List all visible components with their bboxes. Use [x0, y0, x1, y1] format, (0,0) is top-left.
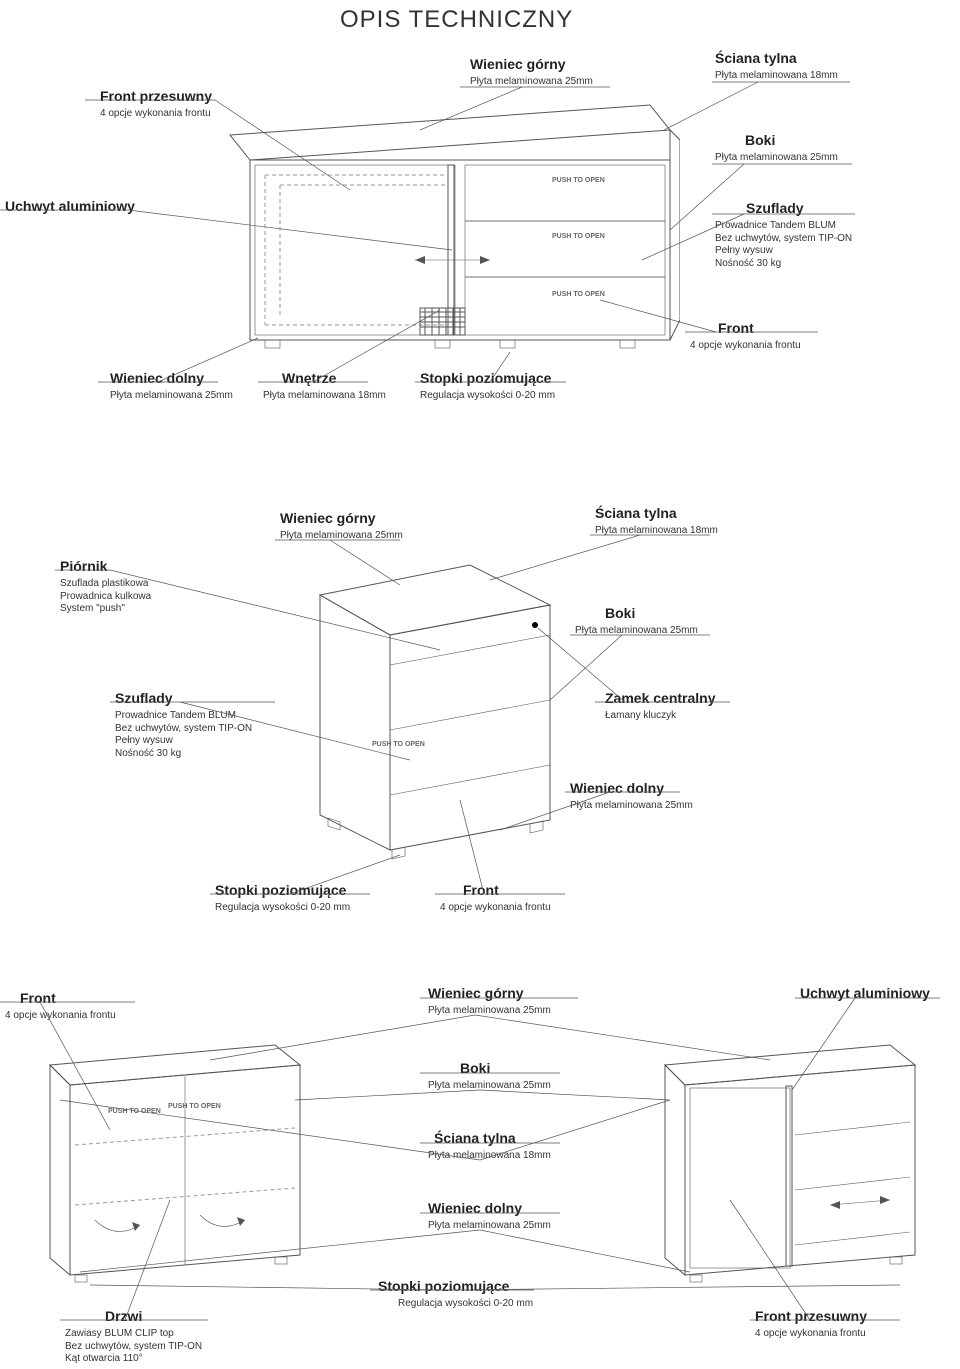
sub-wieniec-gorny-2: Płyta melaminowana 25mm: [280, 530, 403, 543]
push-open-text: PUSH TO OPEN: [108, 1109, 161, 1115]
sub-front-3: 4 opcje wykonania frontu: [5, 1010, 116, 1023]
sub-stopki: Regulacja wysokości 0-20 mm: [420, 390, 555, 403]
label-wieniec-gorny-3: Wieniec górny: [428, 985, 524, 1001]
figure-3-left: [45, 1040, 305, 1290]
label-sciana-tylna-2: Ściana tylna: [595, 505, 677, 521]
label-boki-3: Boki: [460, 1060, 490, 1076]
label-drzwi: Drzwi: [105, 1308, 142, 1324]
page-title: OPIS TECHNICZNY: [340, 6, 573, 34]
sub-front-przesuwny-3: 4 opcje wykonania frontu: [755, 1328, 866, 1341]
label-szuflady: Szuflady: [746, 200, 804, 216]
sub-boki-2: Płyta melaminowana 25mm: [575, 625, 698, 638]
sub-front-przesuwny: 4 opcje wykonania frontu: [100, 108, 211, 121]
label-front-3: Front: [20, 990, 56, 1006]
label-front-2: Front: [463, 882, 499, 898]
label-wieniec-dolny-2: Wieniec dolny: [570, 780, 664, 796]
push-open-text: PUSH TO OPEN: [552, 178, 605, 184]
sub-drzwi: Zawiasy BLUM CLIP top Bez uchwytów, syst…: [65, 1328, 202, 1366]
label-front-przesuwny-3: Front przesuwny: [755, 1308, 867, 1324]
page: OPIS TECHNICZNY: [0, 0, 960, 1369]
label-boki-2: Boki: [605, 605, 635, 621]
sub-wieniec-dolny: Płyta melaminowana 25mm: [110, 390, 233, 403]
sub-zamek: Łamany kluczyk: [605, 710, 676, 723]
sub-front: 4 opcje wykonania frontu: [690, 340, 801, 353]
sub-sciana-tylna-2: Płyta melaminowana 18mm: [595, 525, 718, 538]
push-open-text: PUSH TO OPEN: [168, 1104, 221, 1110]
label-sciana-tylna: Ściana tylna: [715, 50, 797, 66]
label-szuflady-2: Szuflady: [115, 690, 173, 706]
sub-piornik: Szuflada plastikowa Prowadnica kulkowa S…: [60, 578, 151, 616]
push-open-text: PUSH TO OPEN: [372, 742, 425, 748]
label-uchwyt-alu-3: Uchwyt aluminiowy: [800, 985, 930, 1001]
sub-stopki-2: Regulacja wysokości 0-20 mm: [215, 902, 350, 915]
sub-wieniec-gorny: Płyta melaminowana 25mm: [470, 76, 593, 89]
label-wieniec-dolny: Wieniec dolny: [110, 370, 204, 386]
sub-stopki-3: Regulacja wysokości 0-20 mm: [398, 1298, 533, 1311]
label-wieniec-dolny-3: Wieniec dolny: [428, 1200, 522, 1216]
label-uchwyt-alu: Uchwyt aluminiowy: [5, 198, 135, 214]
sub-sciana-tylna: Płyta melaminowana 18mm: [715, 70, 838, 83]
sub-wieniec-dolny-3: Płyta melaminowana 25mm: [428, 1220, 551, 1233]
sub-front-2: 4 opcje wykonania frontu: [440, 902, 551, 915]
figure-1: [220, 100, 680, 360]
sub-sciana-tylna-3: Płyta melaminowana 18mm: [428, 1150, 551, 1163]
label-stopki-2: Stopki poziomujące: [215, 882, 346, 898]
label-stopki: Stopki poziomujące: [420, 370, 551, 386]
sub-wieniec-dolny-2: Płyta melaminowana 25mm: [570, 800, 693, 813]
label-sciana-tylna-3: Ściana tylna: [434, 1130, 516, 1146]
label-stopki-3: Stopki poziomujące: [378, 1278, 509, 1294]
push-open-text: PUSH TO OPEN: [552, 292, 605, 298]
label-wieniec-gorny-2: Wieniec górny: [280, 510, 376, 526]
figure-3-right: [660, 1040, 920, 1290]
sub-boki: Płyta melaminowana 25mm: [715, 152, 838, 165]
figure-2: [310, 560, 560, 860]
label-wnetrze: Wnętrze: [282, 370, 336, 386]
push-open-text: PUSH TO OPEN: [552, 234, 605, 240]
sub-szuflady-2: Prowadnice Tandem BLUM Bez uchwytów, sys…: [115, 710, 252, 760]
sub-wieniec-gorny-3: Płyta melaminowana 25mm: [428, 1005, 551, 1018]
label-front-przesuwny: Front przesuwny: [100, 88, 212, 104]
sub-wnetrze: Płyta melaminowana 18mm: [263, 390, 386, 403]
label-boki: Boki: [745, 132, 775, 148]
sub-szuflady: Prowadnice Tandem BLUM Bez uchwytów, sys…: [715, 220, 852, 270]
label-front: Front: [718, 320, 754, 336]
label-wieniec-gorny: Wieniec górny: [470, 56, 566, 72]
label-piornik: Piórnik: [60, 558, 107, 574]
sub-boki-3: Płyta melaminowana 25mm: [428, 1080, 551, 1093]
label-zamek: Zamek centralny: [605, 690, 716, 706]
